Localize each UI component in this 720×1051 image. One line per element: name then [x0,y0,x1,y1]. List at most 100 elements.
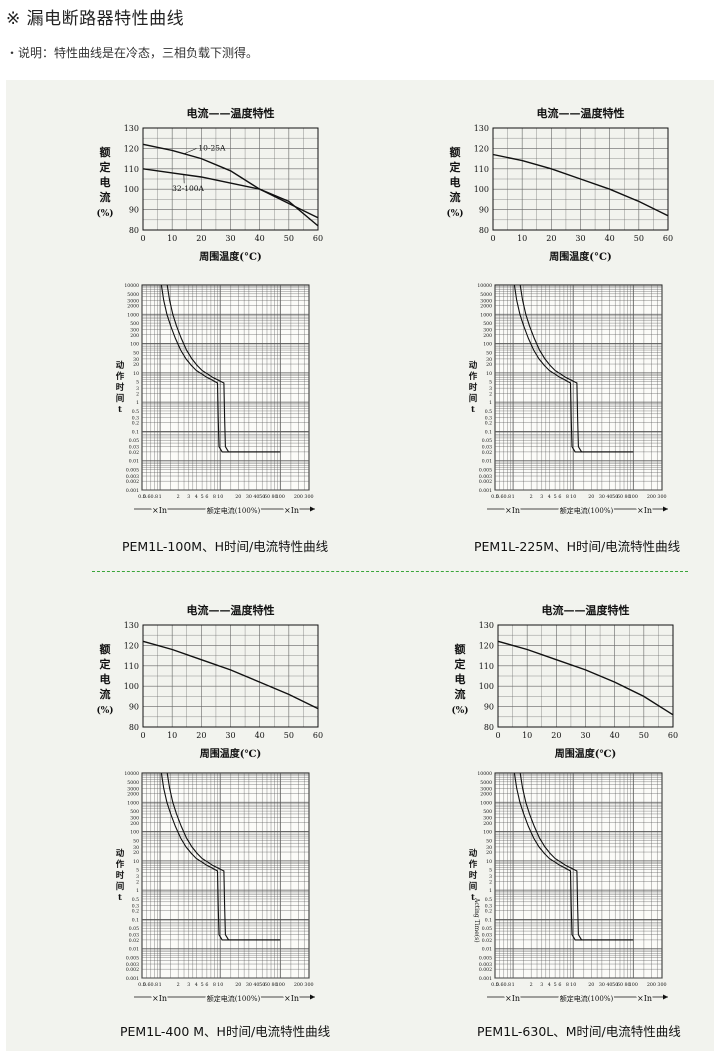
y-tick-label: 0.2 [132,909,139,915]
y-tick-label: 0.05 [129,926,139,932]
y-axis-label: 额 [450,145,461,159]
y-axis-label: t [471,405,475,415]
plot-frame [142,127,319,231]
section-divider [92,571,688,572]
series-line [497,640,674,716]
y-axis-label: t [118,893,122,903]
x-tick-label: 0.6 [143,494,151,500]
x-tick-label: 2 [177,494,180,500]
x-tick-label: 30 [246,494,252,500]
y-tick-label: 3000 [480,786,492,792]
x-tick-label: 3 [540,982,543,988]
y-tick-label: 120 [479,641,494,650]
x-tick-label: 0.8 [150,494,158,500]
x-tick-label: 80 [624,982,630,988]
x-tick-label: 1 [512,982,515,988]
y-tick-label: 0.002 [126,479,139,485]
y-tick-label: 0.2 [485,909,492,915]
y-axis-label: (%) [446,208,463,219]
y-axis-label: 额 [100,642,111,656]
y-tick-label: 0.01 [482,947,492,953]
y-tick-label: 30 [133,845,139,851]
y-axis-label: 动 [116,360,125,371]
y-tick-label: 50 [486,350,492,356]
y-tick-label: 0.3 [132,903,139,909]
y-tick-label: 120 [124,641,139,650]
y-tick-label: 10000 [124,283,139,289]
trip-curve-lower [513,772,634,941]
x-tick-label: 20 [588,982,594,988]
y-axis-label: 定 [455,657,466,671]
y-tick-label: 0.01 [482,459,492,465]
x-tick-label: 0 [140,731,145,740]
x-tick-label: 50 [612,494,618,500]
y-tick-label: 10000 [477,283,492,289]
y-tick-label: 300 [130,328,139,334]
y-tick-label: 2000 [480,791,492,797]
chart-title: 电流——温度特性 [537,106,625,120]
y-tick-label: 2 [489,879,492,885]
x-tick-label: 50 [284,731,294,740]
trip-curve-chart-225m: 1000050003000200010005003002001005030201… [469,283,668,517]
page-title: ※ 漏电断路器特性曲线 [6,9,185,29]
x-tick-label: 60 [313,731,323,740]
y-tick-label: 90 [129,206,139,215]
x-tick-label: 4 [548,982,551,988]
y-tick-label: 5000 [480,780,492,786]
y-tick-label: 10000 [124,771,139,777]
chart-title: 电流——温度特性 [187,106,275,120]
y-tick-label: 80 [129,226,139,235]
x-tick-label: 100 [629,494,638,500]
x-tick-label: 10 [522,731,532,740]
arrow-head [310,506,315,512]
x-tick-label: 2 [530,982,533,988]
y-tick-label: 5000 [480,292,492,298]
x-tick-label: 0.8 [503,982,511,988]
y-tick-label: 0.003 [126,474,139,480]
caption-100m: PEM1L-100M、H时间/电流特性曲线 [122,539,329,554]
x-tick-label: 10 [570,982,576,988]
y-axis-label: 作 [469,859,478,870]
y-tick-label: 0.5 [132,409,139,415]
y-tick-label: 5 [136,380,139,386]
x-tick-label: 100 [276,494,285,500]
y-tick-label: 20 [133,362,139,368]
y-tick-label: 0.05 [482,438,492,444]
y-axis-label: 定 [100,160,111,174]
x-tick-label: 6 [205,982,208,988]
x-tick-label: 0.5 [491,982,499,988]
x-tick-label: 5 [201,982,204,988]
x-tick-label: 6 [205,494,208,500]
y-axis-label: (%) [96,705,113,716]
y-tick-label: 0.002 [479,967,492,973]
series-line [142,143,319,219]
trip-curve-lower [160,284,281,453]
x-tick-label: 30 [225,234,235,243]
x-tick-label: 0.6 [496,982,504,988]
y-axis-label: 动 [116,848,125,859]
series-label: 32-100A [172,184,204,193]
caption-400m: PEM1L-400 M、H时间/电流特性曲线 [120,1024,331,1039]
trip-curve-chart-630l: 1000050003000200010005003002001005030201… [469,771,668,1005]
series-line [142,640,319,710]
y-axis-label: 定 [450,160,461,174]
x-tick-label: 80 [271,982,277,988]
y-axis-label: 时 [469,382,478,393]
y-axis-label: 流 [450,190,461,204]
y-tick-label: 0.5 [132,897,139,903]
y-tick-label: 0.02 [482,938,492,944]
y-tick-label: 1 [136,400,139,406]
x-tick-label: 30 [225,731,235,740]
x-tick-label: 200 [294,982,303,988]
x-tick-label: 0.6 [143,982,151,988]
y-tick-label: 0.002 [126,967,139,973]
y-axis-label: 动 [469,848,478,859]
y-axis-label: 间 [469,881,478,892]
x-tick-label: 40 [605,234,615,243]
x-tick-label: 50 [612,982,618,988]
x-tick-label: 50 [259,982,265,988]
y-tick-label: 0.2 [132,421,139,427]
y-axis-label: 作 [116,371,125,382]
y-tick-label: 0.05 [482,926,492,932]
y-tick-label: 0.003 [126,962,139,968]
